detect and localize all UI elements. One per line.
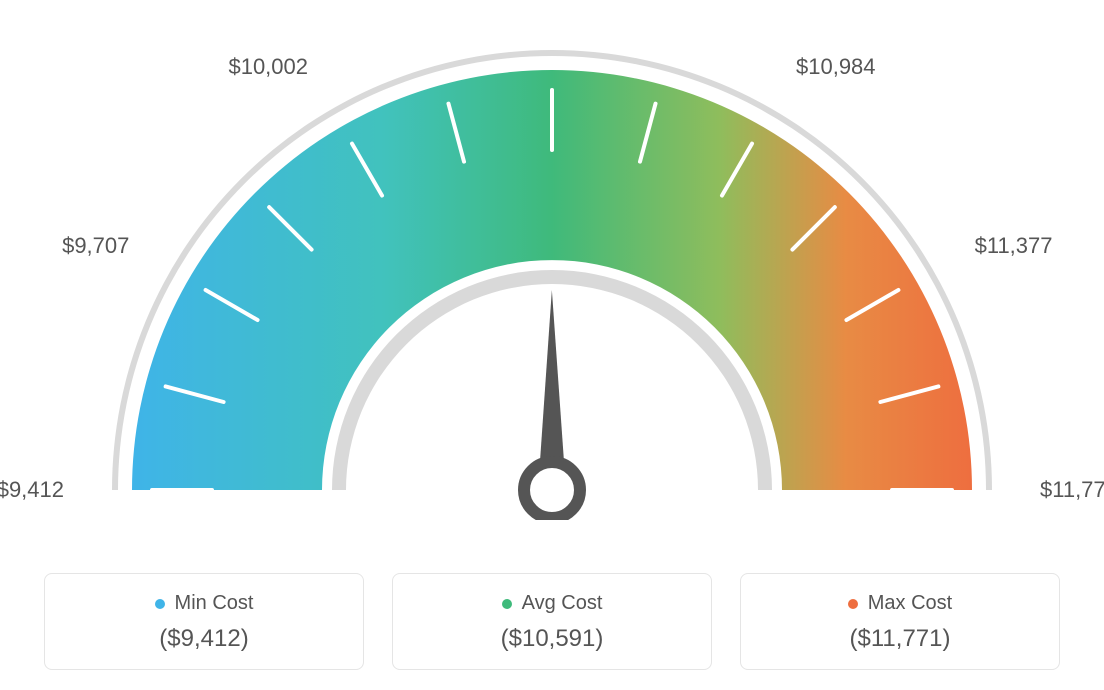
dot-icon xyxy=(848,599,858,609)
legend-avg-title: Avg Cost xyxy=(502,592,603,615)
legend-max-label: Max Cost xyxy=(868,592,952,615)
gauge-tick-label: $9,707 xyxy=(62,233,129,259)
legend-max-value: ($11,771) xyxy=(751,625,1049,653)
legend-min-title: Min Cost xyxy=(155,592,254,615)
legend-max-card: Max Cost ($11,771) xyxy=(740,573,1060,670)
legend-min-value: ($9,412) xyxy=(55,625,353,653)
gauge-tick-label: $11,771 xyxy=(1040,477,1104,503)
gauge-tick-label: $10,591 xyxy=(512,0,592,2)
gauge-tick-label: $9,412 xyxy=(0,477,64,503)
legend-min-label: Min Cost xyxy=(175,592,254,615)
dot-icon xyxy=(502,599,512,609)
legend-max-title: Max Cost xyxy=(848,592,952,615)
gauge-tick-label: $10,002 xyxy=(228,54,308,80)
legend-avg-card: Avg Cost ($10,591) xyxy=(392,573,712,670)
legend-row: Min Cost ($9,412) Avg Cost ($10,591) Max… xyxy=(0,573,1104,670)
gauge-tick-label: $11,377 xyxy=(975,233,1053,259)
legend-min-card: Min Cost ($9,412) xyxy=(44,573,364,670)
legend-avg-label: Avg Cost xyxy=(522,592,603,615)
chart-container: $9,412 $9,707 $10,002 $10,591 $10,984 $11,377… xyxy=(0,0,1104,690)
gauge-chart: $9,412 $9,707 $10,002 $10,591 $10,984 $11,377… xyxy=(0,0,1104,520)
gauge-svg xyxy=(0,0,1104,520)
legend-avg-value: ($10,591) xyxy=(403,625,701,653)
gauge-tick-label: $10,984 xyxy=(796,54,876,80)
dot-icon xyxy=(155,599,165,609)
